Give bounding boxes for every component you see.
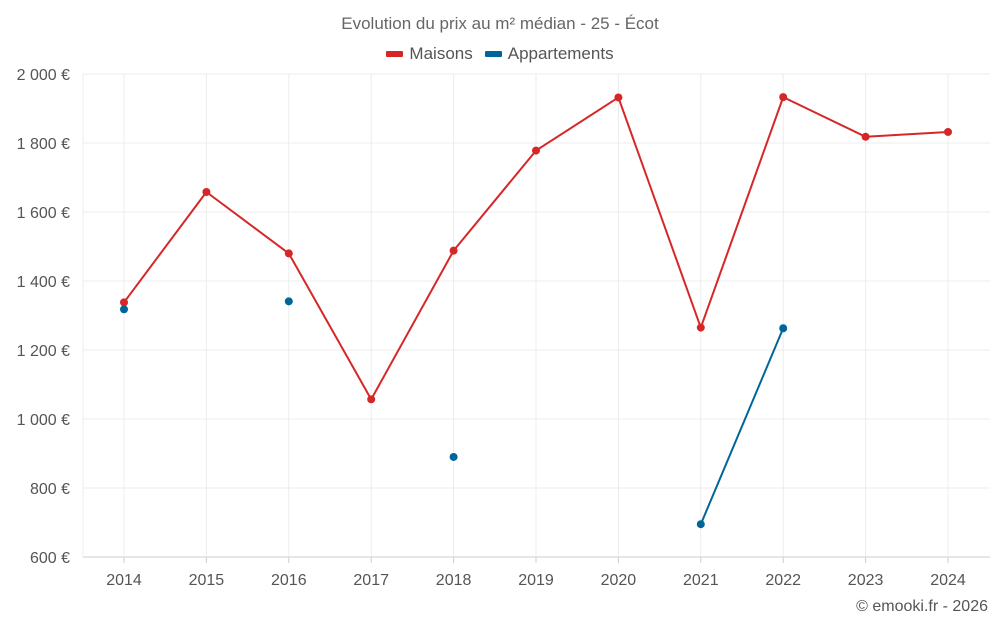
series-line-maisons <box>287 252 373 400</box>
data-point-maisons <box>861 132 870 141</box>
x-tick-label: 2024 <box>930 572 966 589</box>
series-line-appartements <box>699 327 785 525</box>
series-line-maisons <box>699 96 785 328</box>
data-point-maisons <box>120 298 128 307</box>
data-point-appartements <box>284 297 293 306</box>
series-line-maisons <box>205 191 290 255</box>
data-point-maisons <box>284 249 293 258</box>
series-line-maisons <box>535 96 619 152</box>
data-point-maisons <box>944 127 952 136</box>
data-point-appartements <box>120 305 128 314</box>
x-tick-label: 2014 <box>106 572 142 589</box>
legend-swatch-appartements <box>484 51 502 57</box>
y-tick-label: 600 € <box>30 550 70 567</box>
data-point-maisons <box>367 395 376 404</box>
data-point-maisons <box>532 146 540 155</box>
legend-swatch-maisons <box>386 51 404 57</box>
y-tick-label: 2 000 € <box>17 67 70 84</box>
data-point-appartements <box>449 452 458 461</box>
legend-label-maisons: Maisons <box>409 44 473 63</box>
data-point-maisons <box>449 246 458 255</box>
y-tick-label: 1 200 € <box>17 343 70 360</box>
data-point-maisons <box>696 323 705 332</box>
data-point-maisons <box>614 93 623 102</box>
legend-label-appartements: Appartements <box>507 44 614 63</box>
y-tick-label: 800 € <box>30 481 70 498</box>
y-tick-label: 1 400 € <box>17 274 70 291</box>
data-point-appartements <box>696 520 705 529</box>
series-line-maisons <box>370 250 455 400</box>
legend-item-maisons[interactable]: Maisons <box>386 44 473 64</box>
legend: Maisons Appartements <box>0 44 1000 64</box>
chart-title: Evolution du prix au m² médian - 25 - Éc… <box>341 14 659 33</box>
x-tick-label: 2018 <box>436 572 472 589</box>
x-tick-label: 2015 <box>189 572 225 589</box>
series-line-maisons <box>452 149 537 252</box>
series-line-maisons <box>123 191 208 303</box>
data-point-appartements <box>779 324 788 333</box>
x-tick-label: 2017 <box>353 572 389 589</box>
data-point-maisons <box>202 187 211 196</box>
data-point-maisons <box>779 93 788 102</box>
x-tick-label: 2023 <box>848 572 884 589</box>
x-tick-label: 2020 <box>601 572 637 589</box>
x-tick-label: 2021 <box>683 572 719 589</box>
legend-item-appartements[interactable]: Appartements <box>484 44 614 64</box>
x-tick-label: 2019 <box>518 572 554 589</box>
x-tick-label: 2022 <box>765 572 801 589</box>
y-tick-label: 1 800 € <box>17 136 70 153</box>
series-line-maisons <box>617 97 702 328</box>
x-tick-label: 2016 <box>271 572 307 589</box>
y-tick-label: 1 000 € <box>17 412 70 429</box>
credit-text: © emooki.fr - 2026 <box>856 598 988 615</box>
series-line-maisons <box>865 130 949 138</box>
series-line-maisons <box>782 96 867 138</box>
y-tick-label: 1 600 € <box>17 205 70 222</box>
